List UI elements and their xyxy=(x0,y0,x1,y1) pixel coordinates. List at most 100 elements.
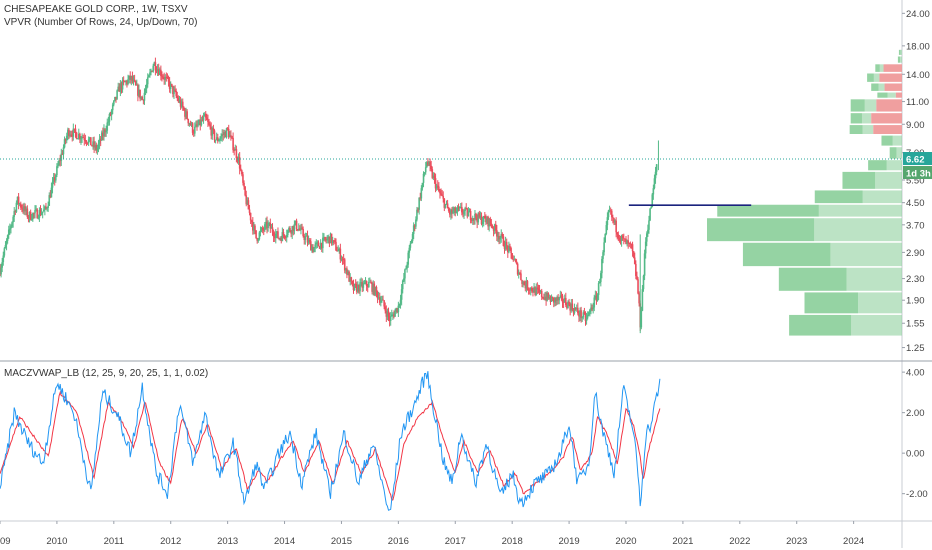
last-price-badge xyxy=(903,152,932,166)
candle-body xyxy=(415,219,417,227)
price-axis-label: 2.30 xyxy=(906,274,925,285)
candle-body xyxy=(273,236,276,239)
candle-body xyxy=(288,228,290,231)
candle-body xyxy=(626,240,628,245)
candle-body xyxy=(11,222,13,227)
maczvwap-indicator-label[interactable]: MACZVWAP_LB (12, 25, 9, 20, 25, 1, 1, 0.… xyxy=(4,368,209,379)
candle-body xyxy=(527,289,530,291)
candle-body xyxy=(13,211,16,217)
candle-body xyxy=(176,95,179,99)
vpvr-down-bar-12 xyxy=(871,113,902,124)
candle-body xyxy=(62,147,65,155)
candle-body xyxy=(400,289,403,300)
candle-body xyxy=(440,193,442,195)
candle-body xyxy=(388,316,391,321)
candle-body xyxy=(380,300,382,303)
candle-body xyxy=(71,134,74,137)
time-axis-label: 2017 xyxy=(445,536,466,547)
candle-body xyxy=(125,81,127,83)
candle-body xyxy=(519,273,521,275)
candle-body xyxy=(115,96,117,99)
vpvr-indicator-label[interactable]: VPVR (Number Of Rows, 24, Up/Down, 70) xyxy=(4,17,198,28)
candle-body xyxy=(85,141,88,143)
symbol-title[interactable]: CHESAPEAKE GOLD CORP., 1W, TSXV xyxy=(4,4,188,15)
candle-body xyxy=(36,209,39,219)
candle-body xyxy=(340,258,343,260)
candle-body xyxy=(633,257,636,264)
candle-body xyxy=(44,206,46,210)
vpvr-up-bar-15 xyxy=(871,83,879,91)
candle-body xyxy=(447,208,450,211)
candle-body xyxy=(264,224,266,231)
candle-body xyxy=(552,297,555,303)
candle-body xyxy=(569,304,571,311)
candle-body xyxy=(324,237,326,240)
candle-body xyxy=(311,246,313,251)
candle-body xyxy=(295,220,298,230)
candle-body xyxy=(194,126,196,134)
candle-body xyxy=(397,305,400,313)
candle-body xyxy=(457,207,460,209)
candle-body xyxy=(503,246,506,249)
candle-body xyxy=(40,213,43,215)
candle-body xyxy=(522,281,524,284)
candle-body xyxy=(403,278,405,281)
candle-body xyxy=(265,221,267,225)
candle-body xyxy=(57,165,59,167)
candle-body xyxy=(630,243,633,245)
vpvr-up-bar-6 xyxy=(814,190,863,204)
candle-body xyxy=(512,259,515,261)
candle-body xyxy=(128,75,130,80)
candle-body xyxy=(640,310,643,328)
candle-body xyxy=(90,137,92,146)
candle-body xyxy=(491,226,494,228)
candle-body xyxy=(100,132,103,141)
candle-body xyxy=(290,231,292,234)
candle-body xyxy=(373,283,376,295)
candle-body xyxy=(254,225,256,231)
candle-body xyxy=(258,232,261,240)
candle-body xyxy=(72,128,75,137)
candle-body xyxy=(260,227,263,231)
candle-body xyxy=(565,297,567,306)
candle-body xyxy=(53,177,56,181)
candle-body xyxy=(405,268,407,270)
candle-body xyxy=(514,259,517,262)
candle-body xyxy=(494,224,497,231)
candle-body xyxy=(638,293,640,304)
candle-body xyxy=(212,127,215,131)
candle-body xyxy=(429,161,431,166)
candle-body xyxy=(105,130,107,133)
candle-body xyxy=(435,185,438,189)
price-pane-legend: CHESAPEAKE GOLD CORP., 1W, TSXV VPVR (Nu… xyxy=(4,3,197,29)
candle-body xyxy=(327,236,330,239)
candle-body xyxy=(249,212,252,221)
candle-body xyxy=(211,127,214,136)
candle-body xyxy=(270,227,273,229)
candle-body xyxy=(184,109,186,117)
candle-body xyxy=(163,77,165,80)
candle-body xyxy=(411,234,414,242)
candle-body xyxy=(357,284,359,292)
candle-body xyxy=(73,128,76,130)
candle-body xyxy=(94,144,97,148)
candle-body xyxy=(345,268,347,271)
candle-body xyxy=(137,84,139,96)
candle-body xyxy=(338,248,341,251)
candle-body xyxy=(198,119,200,125)
candle-body xyxy=(320,242,323,249)
vpvr-up-bar-7 xyxy=(842,171,876,189)
candle-body xyxy=(96,147,99,151)
candle-body xyxy=(304,236,307,241)
candle-body xyxy=(469,211,472,220)
candle-body xyxy=(168,81,171,89)
vpvr-up-bar-tail-7 xyxy=(875,171,902,189)
candle-body xyxy=(12,216,14,223)
candle-body xyxy=(244,186,246,196)
candle-body xyxy=(41,211,44,214)
candle-body xyxy=(60,153,63,161)
candle-body xyxy=(154,62,157,71)
candle-body xyxy=(548,297,551,299)
candle-body xyxy=(515,261,518,264)
candle-body xyxy=(225,128,228,138)
